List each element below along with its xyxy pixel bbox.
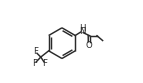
Text: O: O xyxy=(85,41,92,50)
Text: H: H xyxy=(79,23,85,33)
Text: F: F xyxy=(33,47,38,56)
Text: F: F xyxy=(43,59,48,68)
Text: N: N xyxy=(79,27,85,36)
Text: F: F xyxy=(32,59,37,68)
